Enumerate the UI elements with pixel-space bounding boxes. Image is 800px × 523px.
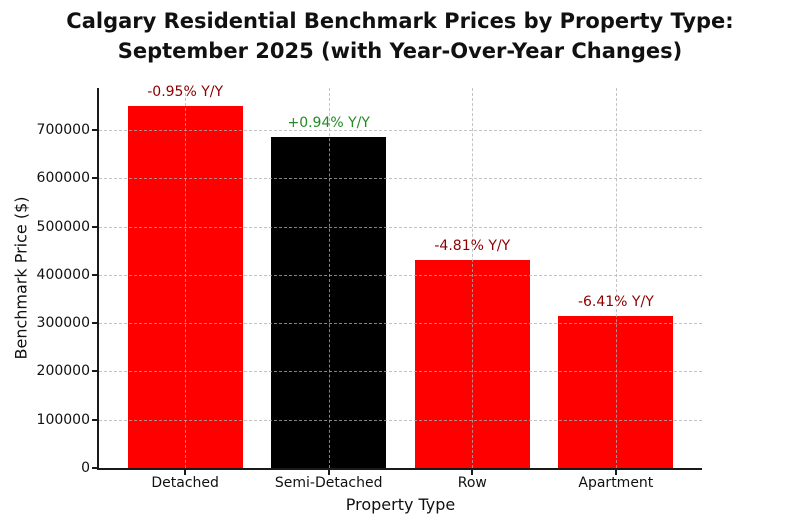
x-tick-mark [184,470,187,475]
y-tick-mark [92,177,97,180]
x-tick-label: Detached [151,475,219,491]
bar-annotation: +0.94% Y/Y [287,115,370,132]
y-tick-label: 400000 [36,266,90,283]
x-tick-mark [327,470,330,475]
y-tick-label: 300000 [36,315,90,332]
y-tick-label: 100000 [36,411,90,428]
chart-title: Calgary Residential Benchmark Prices by … [0,7,800,67]
x-gridline [328,88,330,468]
y-tick-label: 700000 [36,122,90,139]
y-tick-mark [92,273,97,276]
bar-annotation: -0.95% Y/Y [147,84,224,101]
x-tick-label: Semi-Detached [274,475,383,491]
x-tick-mark [471,470,474,475]
y-tick-label: 200000 [36,363,90,380]
bar-annotation: -6.41% Y/Y [577,294,654,311]
y-gridline [99,371,702,373]
y-gridline [99,226,702,228]
bar-row [414,260,530,468]
y-gridline [99,130,702,132]
x-gridline [615,88,617,468]
y-tick-mark [92,225,97,228]
y-tick-mark [92,129,97,132]
bar-annotation: -4.81% Y/Y [434,238,511,255]
plot-area: Benchmark Price ($) Property Type 0 10000… [12,84,702,514]
x-axis-title: Property Type [345,495,456,514]
y-tick-label: 500000 [36,218,90,235]
y-gridline [99,323,702,325]
y-tick-label: 0 [81,460,90,476]
y-axis-title: Benchmark Price ($) [11,196,31,360]
x-tick-label: Row [457,475,487,491]
bar-detached [127,106,243,468]
x-gridline [472,88,474,468]
y-tick-mark [92,322,97,325]
y-tick-mark [92,370,97,373]
x-tick-label: Apartment [578,475,654,491]
y-tick-label: 600000 [36,170,90,187]
chart-title-line1: Calgary Residential Benchmark Prices by … [66,9,734,33]
x-gridline [185,88,187,468]
y-gridline [99,274,702,276]
y-tick-mark [92,467,97,469]
chart-title-line2: September 2025 (with Year-Over-Year Chan… [117,38,683,63]
y-gridline [99,419,702,421]
y-gridline [99,178,702,180]
y-tick-mark [92,418,97,421]
x-tick-mark [614,470,617,475]
